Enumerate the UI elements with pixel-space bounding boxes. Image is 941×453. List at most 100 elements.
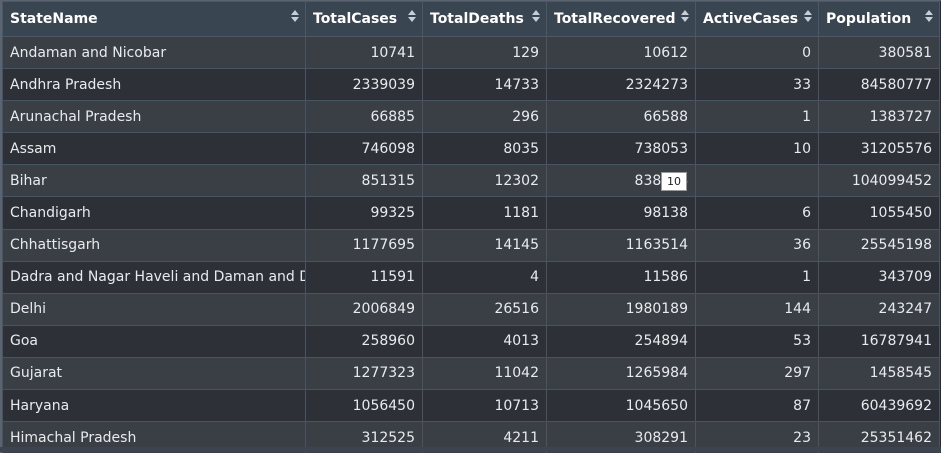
table-cell-statename: Haryana [3, 390, 306, 422]
sort-icon[interactable] [803, 8, 813, 24]
table-cell-population: 84580777 [819, 69, 940, 101]
table-cell-totalrecovered: 11586 [547, 261, 696, 293]
table-cell-activecases: 0 [696, 37, 819, 69]
table-cell-totalcases: 2339039 [306, 69, 423, 101]
column-header-label: ActiveCases [703, 11, 798, 27]
table-row[interactable]: Dadra and Nagar Haveli and Daman and Diu… [3, 261, 940, 293]
table-cell-statename: Goa [3, 325, 306, 357]
column-header-label: StateName [10, 11, 98, 27]
table-cell-activecases: 144 [696, 293, 819, 325]
table-cell-statename: Bihar [3, 165, 306, 197]
table-cell-totalcases: 1277323 [306, 357, 423, 389]
table-cell-statename: Dadra and Nagar Haveli and Daman and Diu [3, 261, 306, 293]
table-cell-totalcases: 2006849 [306, 293, 423, 325]
table-cell-statename: Andhra Pradesh [3, 69, 306, 101]
header-row: StateName TotalCases TotalDeaths TotalRecov… [3, 2, 940, 37]
table-cell-totaldeaths: 14145 [423, 229, 547, 261]
table-cell-totaldeaths: 4013 [423, 325, 547, 357]
table-cell-population: 60439692 [819, 390, 940, 422]
sort-icon[interactable] [407, 8, 417, 24]
column-header-totalcases[interactable]: TotalCases [306, 2, 423, 37]
table-cell-totaldeaths: 26516 [423, 293, 547, 325]
table-cell-statename: Delhi [3, 293, 306, 325]
column-header-label: TotalRecovered [554, 11, 675, 27]
table-cell-totalcases: 258960 [306, 325, 423, 357]
column-header-label: Population [826, 11, 911, 27]
table-cell-activecases: 1 [696, 261, 819, 293]
table-cell-totalrecovered: 254894 [547, 325, 696, 357]
table-cell-totalrecovered: 10612 [547, 37, 696, 69]
table-cell-totaldeaths: 14733 [423, 69, 547, 101]
table-cell-population: 380581 [819, 37, 940, 69]
column-header-label: TotalCases [313, 11, 397, 27]
table-cell-totaldeaths: 11042 [423, 357, 547, 389]
table-cell-totalrecovered: 98138 [547, 197, 696, 229]
column-header-statename[interactable]: StateName [3, 2, 306, 37]
table-cell-statename: Gujarat [3, 357, 306, 389]
table-cell-totalcases: 99325 [306, 197, 423, 229]
horizontal-scrollbar[interactable] [0, 447, 941, 452]
table-cell-population: 1383727 [819, 101, 940, 133]
table-cell-population: 1458545 [819, 357, 940, 389]
table-cell-totaldeaths: 4 [423, 261, 547, 293]
table-cell-population: 1055450 [819, 197, 940, 229]
table-cell-totaldeaths: 129 [423, 37, 547, 69]
table-cell-totalrecovered: 738053 [547, 133, 696, 165]
table-cell-population: 104099452 [819, 165, 940, 197]
table-cell-totalrecovered: 66588 [547, 101, 696, 133]
column-header-activecases[interactable]: ActiveCases [696, 2, 819, 37]
table-cell-activecases: 6 [696, 197, 819, 229]
table-cell-totalcases: 10741 [306, 37, 423, 69]
table-cell-totaldeaths: 8035 [423, 133, 547, 165]
table-cell-statename: Assam [3, 133, 306, 165]
column-header-totaldeaths[interactable]: TotalDeaths [423, 2, 547, 37]
table-cell-statename: Arunachal Pradesh [3, 101, 306, 133]
table-cell-population: 25545198 [819, 229, 940, 261]
table-cell-statename: Chandigarh [3, 197, 306, 229]
table-cell-totalcases: 1177695 [306, 229, 423, 261]
table-cell-activecases: 10 [696, 133, 819, 165]
sort-icon[interactable] [531, 8, 541, 24]
table-cell-totaldeaths: 296 [423, 101, 547, 133]
table-row[interactable]: Bihar8513151230283898410104099452 [3, 165, 940, 197]
table-cell-population: 243247 [819, 293, 940, 325]
sort-icon[interactable] [924, 8, 934, 24]
table-cell-statename: Chhattisgarh [3, 229, 306, 261]
table-cell-totalrecovered: 1265984 [547, 357, 696, 389]
column-header-population[interactable]: Population [819, 2, 940, 37]
table-cell-totalcases: 851315 [306, 165, 423, 197]
table-cell-totaldeaths: 12302 [423, 165, 547, 197]
table-cell-totalrecovered: 1045650 [547, 390, 696, 422]
table-cell-activecases: 297 [696, 357, 819, 389]
table-cell-activecases: 53 [696, 325, 819, 357]
table-cell-totalcases: 1056450 [306, 390, 423, 422]
table-cell-activecases: 10 [696, 165, 819, 197]
sort-icon[interactable] [680, 8, 690, 24]
sort-icon[interactable] [290, 8, 300, 24]
table-cell-totalcases: 11591 [306, 261, 423, 293]
table-cell-totalrecovered: 1980189 [547, 293, 696, 325]
table-cell-totaldeaths: 10713 [423, 390, 547, 422]
table-cell-population: 343709 [819, 261, 940, 293]
table-cell-statename: Andaman and Nicobar [3, 37, 306, 69]
table-cell-totalrecovered: 1163514 [547, 229, 696, 261]
table-cell-totalrecovered: 2324273 [547, 69, 696, 101]
table-cell-totaldeaths: 1181 [423, 197, 547, 229]
table-cell-activecases: 33 [696, 69, 819, 101]
table-cell-population: 31205576 [819, 133, 940, 165]
table-cell-activecases: 87 [696, 390, 819, 422]
column-header-totalrecovered[interactable]: TotalRecovered [547, 2, 696, 37]
